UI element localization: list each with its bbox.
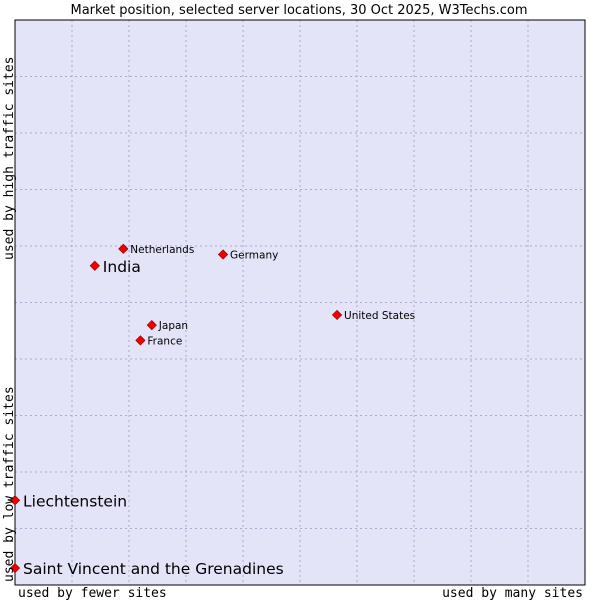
point-label: Germany	[230, 249, 278, 261]
plot-border	[14, 19, 586, 586]
point-france: France	[135, 335, 182, 347]
grid-lines	[15, 20, 585, 585]
point-liechtenstein: Liechtenstein	[9, 492, 127, 510]
point-japan: Japan	[146, 320, 188, 332]
point-germany: Germany	[217, 249, 278, 261]
point-marker	[9, 495, 21, 506]
point-marker	[9, 562, 21, 574]
y-axis-label-top: used by high traffic sites	[2, 57, 17, 261]
point-netherlands: Netherlands	[118, 243, 194, 256]
point-marker	[146, 320, 157, 331]
point-united-states: United States	[331, 309, 415, 322]
point-marker	[217, 249, 229, 260]
x-axis-label-right: used by many sites	[442, 586, 583, 600]
point-label: Saint Vincent and the Grenadines	[23, 560, 284, 578]
point-label: France	[147, 335, 182, 347]
x-axis-label-left: used by fewer sites	[18, 586, 167, 600]
data-points: Saint Vincent and the Grenadines Liechten…	[9, 243, 415, 578]
point-marker	[135, 335, 146, 346]
point-label: India	[103, 258, 141, 276]
point-saint-vincent-and-the-grenadines: Saint Vincent and the Grenadines	[9, 560, 284, 578]
point-marker	[118, 243, 129, 254]
point-label: Netherlands	[130, 244, 194, 256]
point-marker	[89, 260, 100, 271]
point-label: United States	[344, 310, 415, 322]
chart-title: Market position, selected server locatio…	[70, 3, 527, 18]
point-marker	[331, 309, 343, 321]
point-label: Japan	[158, 320, 188, 332]
point-label: Liechtenstein	[23, 492, 127, 510]
point-india: India	[89, 258, 141, 276]
y-axis-label-bottom: used by low traffic sites	[2, 386, 17, 582]
